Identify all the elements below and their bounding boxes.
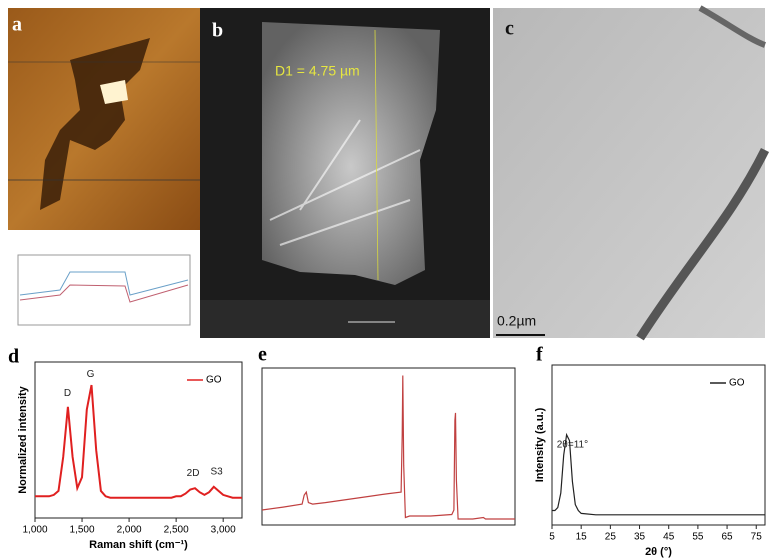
annotation: 2D <box>187 468 200 479</box>
panel-label: a <box>12 14 22 36</box>
plot-frame <box>261 367 516 526</box>
series-line <box>261 375 515 520</box>
x-tick-label: 5 <box>549 532 555 543</box>
x-tick-label: 55 <box>692 532 704 543</box>
annotation: S3 <box>210 467 223 478</box>
x-tick-label: 3,000 <box>211 525 236 536</box>
panel-label: b <box>212 20 223 42</box>
annotation: 2θ=11° <box>557 440 588 451</box>
sem-panel: D1 = 4.75 µm b <box>200 8 490 338</box>
scale-label: 0.2µm <box>497 313 536 329</box>
flake <box>262 22 440 285</box>
measure-line <box>374 29 379 281</box>
series-line <box>552 432 765 516</box>
profile-frame <box>17 254 191 326</box>
afm-panel: a <box>8 8 200 326</box>
legend-label: GO <box>206 375 222 386</box>
x-tick-label: 35 <box>634 532 646 543</box>
series-line <box>35 384 242 499</box>
plot-frame <box>551 364 766 526</box>
tem-panel: 0.2µm c <box>493 5 770 341</box>
panel-label: f <box>536 344 543 366</box>
annotation: G <box>87 369 95 380</box>
y-axis-label: Intensity (a.u.) <box>534 407 546 482</box>
x-tick-label: 1,500 <box>70 525 95 536</box>
panel-label: d <box>8 346 19 368</box>
x-tick-label: 15 <box>576 532 588 543</box>
legend-label: GO <box>729 378 745 389</box>
flake-top <box>100 80 128 104</box>
profile-line <box>19 284 189 303</box>
x-tick-label: 75 <box>751 532 763 543</box>
wrinkle <box>269 119 421 246</box>
measurement: D1 = 4.75 µm <box>275 63 360 79</box>
profile-line <box>19 271 189 296</box>
panel-label: e <box>258 344 267 366</box>
x-tick-label: 25 <box>605 532 617 543</box>
info-bar <box>200 300 490 338</box>
x-tick-label: 2,500 <box>164 525 189 536</box>
x-tick-label: 1,000 <box>22 525 47 536</box>
x-axis-label: 2θ (°) <box>645 546 672 558</box>
panel-label: c <box>505 18 514 40</box>
x-axis-label: Raman shift (cm⁻¹) <box>89 539 188 551</box>
x-tick-label: 2,000 <box>117 525 142 536</box>
y-axis-label: Normalized intensity <box>17 385 29 493</box>
annotation: D <box>64 388 71 399</box>
x-tick-label: 65 <box>722 532 734 543</box>
plot-frame <box>34 361 243 519</box>
tem-image <box>493 8 765 338</box>
edge <box>636 147 770 341</box>
edge <box>698 5 767 48</box>
x-tick-label: 45 <box>663 532 675 543</box>
